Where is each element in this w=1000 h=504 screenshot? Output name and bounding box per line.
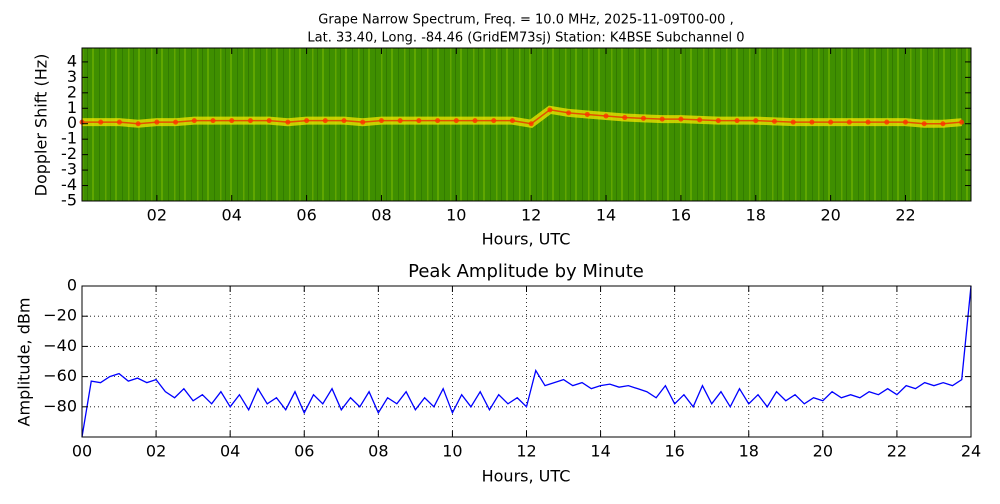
x-tick-label: 02	[147, 206, 167, 225]
doppler-peak	[753, 118, 759, 124]
y-tick-label: -3	[61, 160, 77, 179]
doppler-peak	[491, 118, 497, 124]
doppler-peak	[453, 118, 459, 124]
doppler-peak	[715, 118, 721, 124]
y-tick-label: −60	[43, 366, 77, 385]
doppler-peak	[98, 119, 104, 125]
doppler-peak	[697, 117, 703, 123]
x-tick-label: 06	[294, 442, 314, 461]
amplitude-line	[81, 285, 972, 438]
x-tick-label: 04	[220, 442, 240, 461]
doppler-peak	[771, 118, 777, 124]
x-tick-label: 22	[887, 442, 907, 461]
plot-frame	[81, 47, 972, 202]
x-tick-label: 10	[446, 206, 466, 225]
y-tick-label: −80	[43, 396, 77, 415]
y-tick-label: −40	[43, 336, 77, 355]
doppler-peak	[828, 119, 834, 125]
doppler-peak	[210, 118, 216, 124]
x-tick-label: 08	[368, 442, 388, 461]
y-tick-label: -2	[61, 144, 77, 163]
doppler-peak	[603, 113, 609, 119]
doppler-peak	[921, 121, 927, 127]
doppler-peak	[397, 118, 403, 124]
y-tick-label: 0	[67, 113, 77, 132]
doppler-peak	[809, 119, 815, 125]
plot-area	[82, 286, 971, 437]
x-axis-label: Hours, UTC	[482, 467, 571, 486]
x-tick-label: 18	[746, 206, 766, 225]
doppler-peak	[304, 118, 310, 124]
doppler-peak	[154, 119, 160, 125]
y-axis-label: Doppler Shift (Hz)	[32, 54, 51, 197]
x-tick-label: 14	[596, 206, 616, 225]
doppler-peak	[884, 119, 890, 125]
x-tick-label: 22	[895, 206, 915, 225]
doppler-peak	[659, 116, 665, 122]
doppler-peak	[191, 118, 197, 124]
x-tick-label: 10	[442, 442, 462, 461]
doppler-peak	[416, 118, 422, 124]
doppler-peak	[865, 119, 871, 125]
x-tick-label: 16	[664, 442, 684, 461]
doppler-peak	[247, 118, 253, 124]
x-tick-label: 24	[961, 442, 981, 461]
x-tick-label: 02	[146, 442, 166, 461]
doppler-peak	[640, 115, 646, 121]
y-tick-label: 3	[67, 67, 77, 86]
x-tick-label: 06	[296, 206, 316, 225]
doppler-peak	[790, 119, 796, 125]
doppler-peak	[360, 119, 366, 125]
doppler-peak	[135, 121, 141, 127]
x-tick-label: 00	[72, 442, 92, 461]
x-tick-label: 18	[739, 442, 759, 461]
y-tick-label: −20	[43, 306, 77, 325]
doppler-peak	[678, 116, 684, 122]
doppler-peak	[322, 118, 328, 124]
y-tick-label: 4	[67, 51, 77, 70]
doppler-peak	[173, 119, 179, 125]
y-tick-label: 2	[67, 82, 77, 101]
doppler-peak	[846, 119, 852, 125]
x-tick-label: 08	[371, 206, 391, 225]
doppler-ridge-core	[82, 109, 962, 125]
doppler-peak	[959, 119, 965, 125]
doppler-peak	[266, 118, 272, 124]
y-tick-label: -5	[61, 191, 77, 210]
doppler-peak	[622, 115, 628, 121]
doppler-peak	[341, 118, 347, 124]
x-tick-label: 04	[222, 206, 242, 225]
doppler-peak	[547, 107, 553, 113]
y-tick-label: 1	[67, 98, 77, 117]
doppler-peak	[584, 111, 590, 117]
doppler-peak	[116, 119, 122, 125]
x-tick-label: 12	[521, 206, 541, 225]
chart-subtitle: Lat. 33.40, Long. -84.46 (GridEM73sj) St…	[307, 31, 744, 46]
x-tick-label: 14	[590, 442, 610, 461]
y-tick-label: 0	[67, 276, 77, 295]
x-tick-label: 16	[671, 206, 691, 225]
doppler-peak	[378, 118, 384, 124]
chart-title: Grape Narrow Spectrum, Freq. = 10.0 MHz,…	[318, 13, 733, 28]
x-tick-label: 20	[813, 442, 833, 461]
doppler-peak	[734, 118, 740, 124]
doppler-peak	[528, 121, 534, 127]
doppler-peak	[472, 118, 478, 124]
x-tick-label: 12	[516, 442, 536, 461]
doppler-peak	[285, 119, 291, 125]
chart-title: Peak Amplitude by Minute	[408, 261, 644, 282]
doppler-peak	[940, 121, 946, 127]
doppler-peak	[566, 110, 572, 116]
doppler-peak	[229, 118, 235, 124]
x-axis-label: Hours, UTC	[482, 230, 571, 249]
x-tick-label: 20	[820, 206, 840, 225]
doppler-peak	[509, 118, 515, 124]
y-tick-label: -1	[61, 129, 77, 148]
doppler-peak	[902, 119, 908, 125]
y-tick-label: -4	[61, 175, 77, 194]
doppler-peak	[435, 118, 441, 124]
y-axis-label: Amplitude, dBm	[15, 298, 34, 427]
